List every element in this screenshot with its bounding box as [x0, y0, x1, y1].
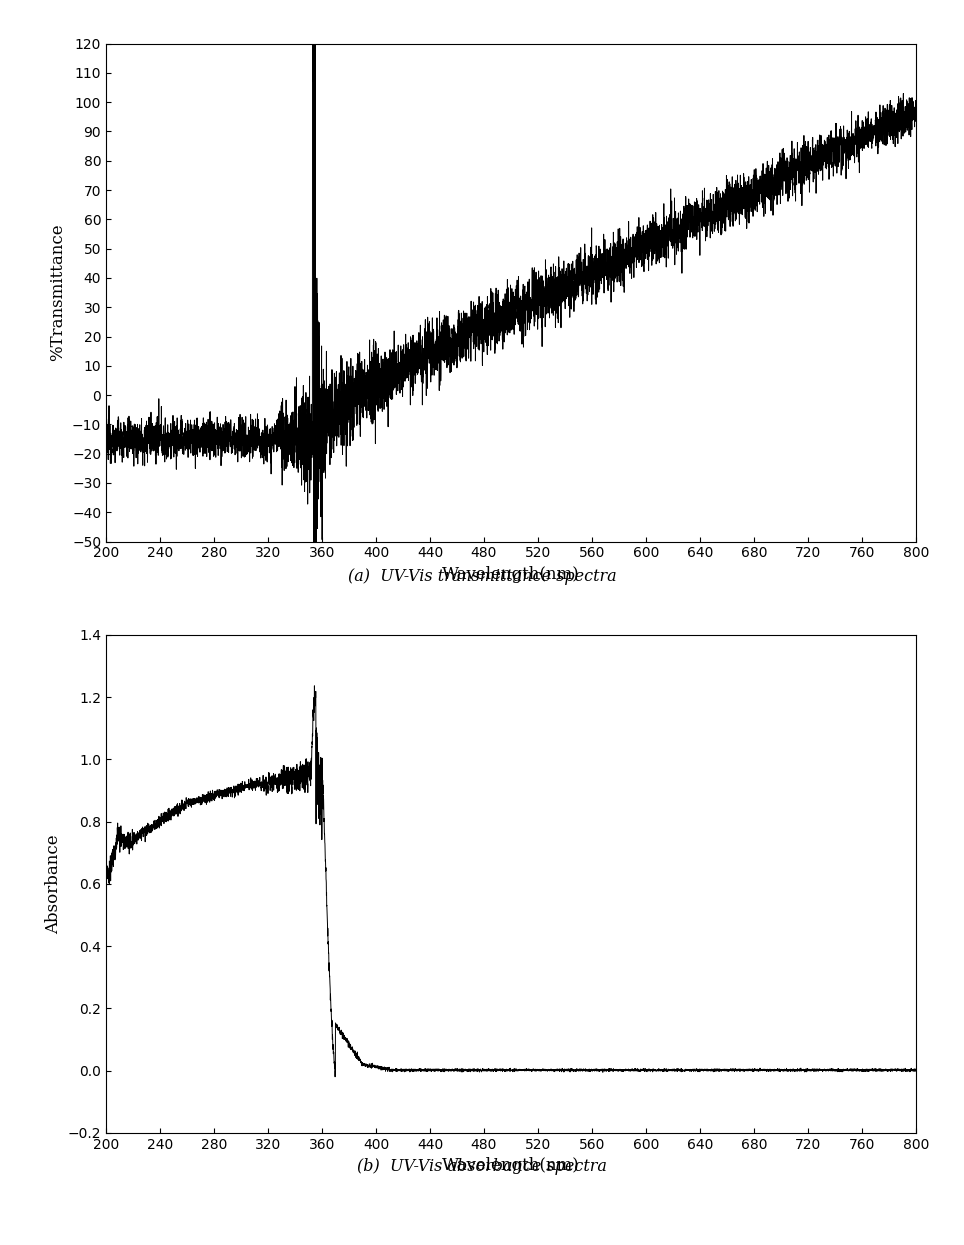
Text: (a)  UV-Vis transmittance spectra: (a) UV-Vis transmittance spectra — [348, 568, 616, 585]
X-axis label: Wavelength(nm): Wavelength(nm) — [442, 1158, 579, 1174]
X-axis label: Wavelength(nm): Wavelength(nm) — [442, 566, 579, 583]
Y-axis label: %Transmittance: %Transmittance — [49, 224, 67, 361]
Y-axis label: Absorbance: Absorbance — [45, 834, 62, 934]
Text: (b)  UV-Vis absorbance spectra: (b) UV-Vis absorbance spectra — [357, 1158, 607, 1175]
